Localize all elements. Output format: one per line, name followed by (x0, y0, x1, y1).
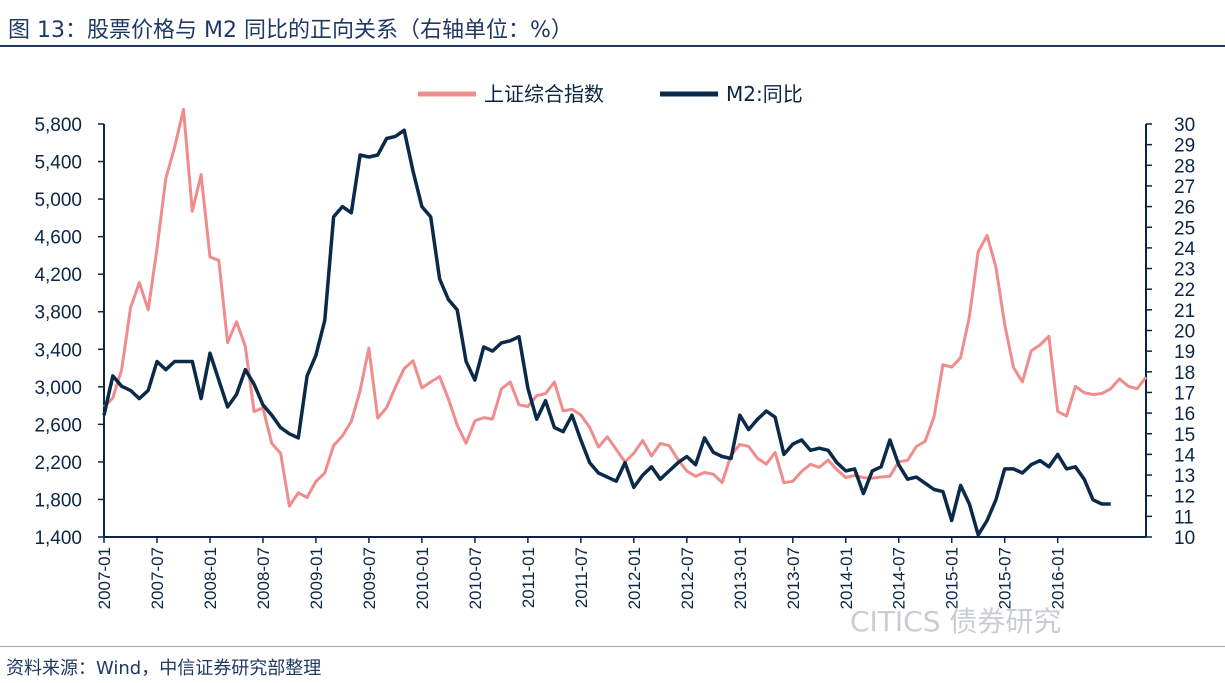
right-tick-label: 22 (1174, 280, 1195, 301)
x-tick-label: 2014-01 (837, 547, 856, 609)
right-tick-label: 20 (1174, 322, 1195, 343)
watermark: CITICS 债券研究 (850, 605, 1062, 638)
x-tick-label: 2013-07 (784, 547, 803, 609)
right-tick-label: 23 (1174, 260, 1195, 281)
x-tick-label: 2012-01 (625, 547, 644, 609)
left-tick-label: 2,600 (34, 415, 82, 436)
x-tick-label: 2015-01 (943, 547, 962, 609)
x-tick-label: 2015-07 (996, 547, 1015, 609)
title-divider (0, 45, 1225, 47)
right-tick-label: 28 (1174, 156, 1195, 177)
x-tick-label: 2010-01 (413, 547, 432, 609)
x-tick-label: 2011-07 (572, 547, 591, 608)
shanghai-index-line (102, 108, 1148, 508)
x-tick-label: 2013-01 (731, 547, 750, 609)
right-tick-label: 14 (1174, 445, 1196, 466)
right-tick-label: 30 (1174, 115, 1195, 136)
right-tick-label: 17 (1174, 383, 1195, 404)
left-tick-label: 1,800 (34, 490, 82, 511)
legend-m2: M2:同比 (660, 82, 803, 106)
legend-shanghai: 上证综合指数 (418, 82, 604, 106)
x-tick-label: 2011-01 (519, 547, 538, 608)
right-tick-label: 11 (1174, 507, 1194, 528)
right-y-axis: 1011121314151617181920212223242526272829… (1145, 115, 1196, 549)
right-tick-label: 26 (1174, 198, 1195, 219)
legend-label: 上证综合指数 (484, 82, 604, 106)
x-axis: 2007-01 2007-07 2008-01 2008-07 2009-01 2009-… (95, 536, 1146, 609)
legend-label: M2:同比 (726, 82, 803, 106)
series-layer (102, 108, 1148, 537)
left-tick-label: 3,000 (34, 378, 82, 399)
right-tick-label: 16 (1174, 404, 1195, 425)
left-tick-label: 5,000 (34, 190, 82, 211)
left-tick-label: 3,800 (34, 303, 82, 324)
left-tick-label: 5,800 (34, 115, 82, 136)
right-tick-label: 12 (1174, 487, 1195, 508)
source-note: 资料来源：Wind，中信证券研究部整理 (6, 658, 322, 679)
x-tick-label: 2010-07 (466, 547, 485, 609)
right-tick-label: 21 (1174, 301, 1195, 322)
legend: 上证综合指数 M2:同比 (418, 82, 803, 106)
left-tick-label: 2,200 (34, 453, 82, 474)
right-tick-label: 29 (1174, 136, 1195, 157)
left-y-axis: 1,400 1,800 2,200 2,600 3,000 3,400 3,800 4,200… (34, 115, 105, 549)
footer-divider (0, 646, 1225, 647)
right-tick-label: 27 (1174, 177, 1195, 198)
right-tick-label: 24 (1174, 239, 1196, 260)
left-tick-label: 3,400 (34, 340, 82, 361)
right-tick-label: 25 (1174, 218, 1195, 239)
x-tick-label: 2007-07 (148, 547, 167, 609)
right-tick-label: 19 (1174, 342, 1195, 363)
x-tick-label: 2007-01 (95, 547, 114, 609)
left-tick-label: 4,600 (34, 228, 82, 249)
figure-title: 图 13：股票价格与 M2 同比的正向关系（右轴单位：%） (8, 18, 573, 43)
m2-yoy-line (102, 128, 1111, 537)
x-tick-label: 2016-01 (1049, 547, 1068, 609)
right-tick-label: 10 (1174, 528, 1195, 549)
left-tick-label: 5,400 (34, 153, 82, 174)
right-tick-label: 13 (1174, 466, 1195, 487)
left-tick-label: 1,400 (34, 528, 82, 549)
right-tick-label: 15 (1174, 425, 1195, 446)
x-tick-label: 2008-07 (254, 547, 273, 609)
x-tick-label: 2009-07 (360, 547, 379, 609)
right-tick-label: 18 (1174, 363, 1195, 384)
x-tick-label: 2012-07 (678, 547, 697, 609)
x-tick-label: 2009-01 (307, 547, 326, 609)
left-tick-label: 4,200 (34, 265, 82, 286)
x-tick-label: 2014-07 (890, 547, 909, 609)
x-tick-label: 2008-01 (201, 547, 220, 609)
